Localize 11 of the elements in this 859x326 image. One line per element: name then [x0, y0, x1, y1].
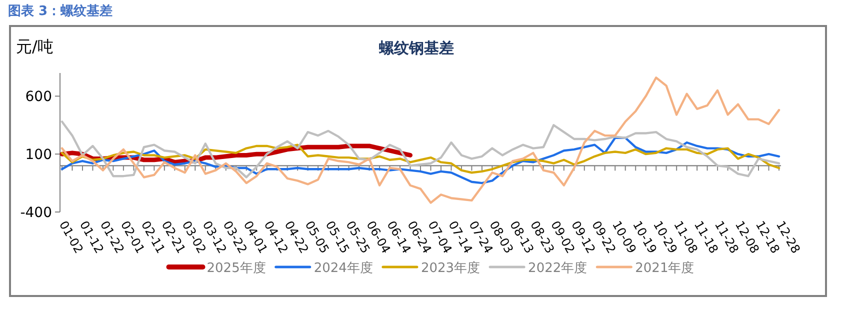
legend-label: 2024年度	[314, 260, 373, 276]
y-tick-label: 600	[25, 89, 52, 106]
legend-label: 2023年度	[420, 260, 480, 276]
y-tick-label: -400	[20, 205, 52, 221]
title: 螺纹钢基差	[379, 39, 454, 57]
ylabel: 元/吨	[16, 37, 54, 56]
legend-label: 2025年度	[206, 260, 266, 276]
legend-label: 2021年度	[635, 260, 694, 276]
y-tick-label: 100	[25, 147, 52, 164]
legend-label: 2022年度	[528, 260, 588, 276]
annotation: 图表 3：螺纹基差	[8, 4, 113, 19]
